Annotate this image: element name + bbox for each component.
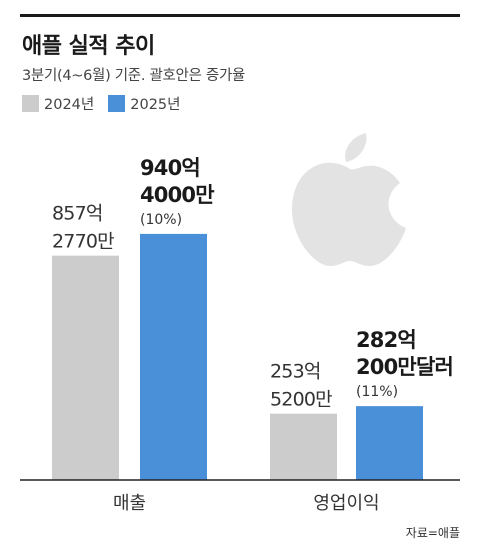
bar-revenue-2025	[140, 233, 207, 480]
data-label-revenue-2024-line2: 2770만	[52, 231, 114, 253]
bar-operating-profit-2024	[270, 413, 337, 480]
data-label-operating-profit-2025-line2: 200만달러	[356, 355, 453, 379]
legend: 2024년 2025년	[22, 93, 195, 114]
bar-revenue-2024	[52, 255, 119, 480]
data-label-operating-profit-2024-line2: 5200만	[270, 389, 332, 411]
source-note: 자료=애플	[405, 526, 460, 540]
bars-layer	[52, 233, 423, 480]
legend-item-2024: 2024년	[22, 93, 94, 114]
bar-operating-profit-2025	[356, 406, 423, 480]
category-label-operating-profit: 영업이익	[313, 493, 379, 514]
growth-label-revenue: (10%)	[140, 212, 182, 228]
legend-label-2024: 2024년	[44, 97, 95, 113]
data-label-operating-profit-2024-line1: 253억	[270, 361, 321, 383]
apple-logo-icon	[292, 133, 406, 266]
legend-swatch-2025	[108, 95, 126, 112]
legend-label-2025: 2025년	[130, 97, 181, 113]
legend-item-2025: 2025년	[108, 93, 181, 114]
data-label-revenue-2025-line2: 4000만	[140, 183, 214, 207]
data-label-revenue-2025-line1: 940억	[140, 156, 200, 180]
data-label-operating-profit-2025-line1: 282억	[356, 328, 416, 352]
labels-layer: 857억 2770만 940억 4000만 (10%) 매출 253억 5200만 282억 20…	[52, 156, 454, 514]
category-label-revenue: 매출	[113, 493, 146, 514]
chart-title: 애플 실적 추이	[22, 34, 155, 59]
chart-subtitle: 3분기(4~6월) 기준. 괄호안은 증가율	[22, 68, 246, 84]
growth-label-operating-profit: (11%)	[356, 384, 398, 400]
legend-swatch-2024	[22, 95, 39, 112]
data-label-revenue-2024-line1: 857억	[52, 203, 103, 225]
top-rule	[20, 14, 460, 17]
